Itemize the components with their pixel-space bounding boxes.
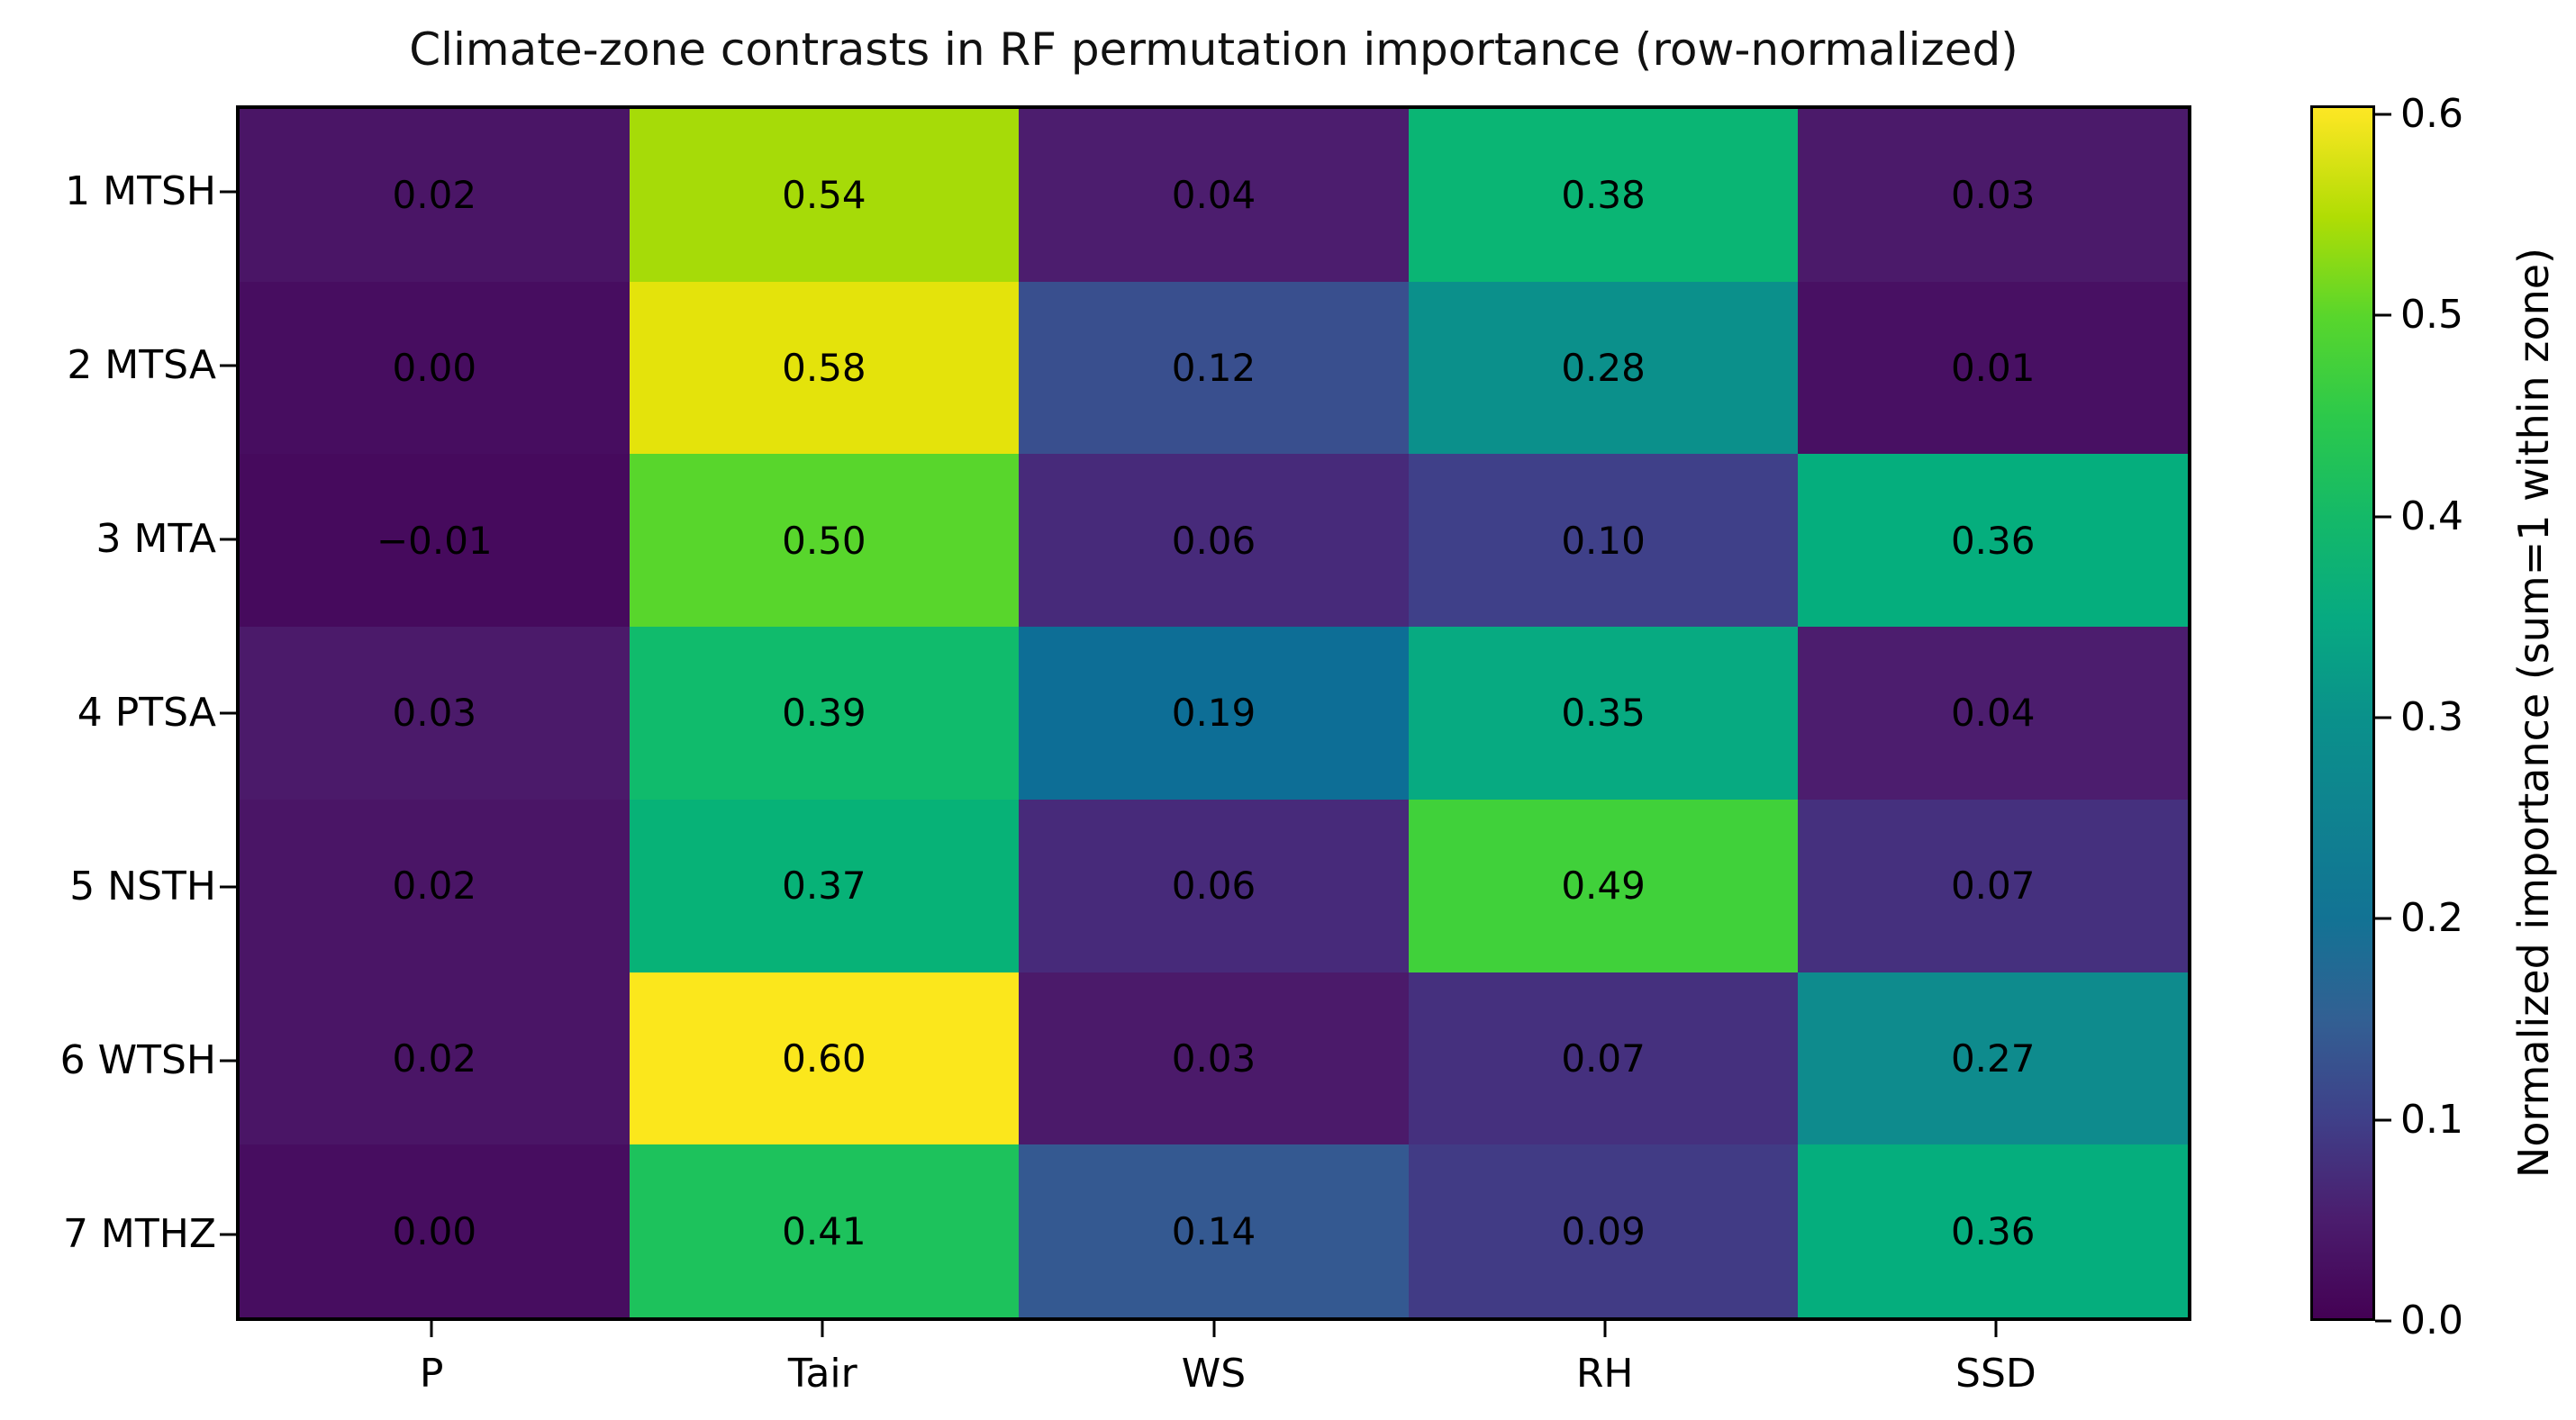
heatmap-cell: 0.02 [240, 109, 630, 282]
x-tick-label: WS [1181, 1351, 1247, 1397]
heatmap-cell: 0.07 [1408, 972, 1799, 1145]
heatmap-cell: 0.10 [1408, 454, 1799, 628]
x-tick-label: SSD [1955, 1351, 2036, 1397]
colorbar-tick-label: 0.2 [2400, 895, 2463, 942]
x-tick-label: P [419, 1351, 444, 1397]
heatmap-cell: 0.39 [629, 627, 1020, 800]
heatmap-cell: 0.06 [1019, 799, 1409, 972]
heatmap-cell: 0.14 [1019, 1144, 1409, 1317]
heatmap-cell: 0.36 [1798, 454, 2188, 628]
heatmap-cell: 0.54 [629, 109, 1020, 282]
heatmap-cell: 0.02 [240, 799, 630, 972]
x-tick-mark [821, 1321, 824, 1337]
colorbar-tick-label: 0.3 [2400, 694, 2463, 741]
heatmap-cell: 0.60 [629, 972, 1020, 1145]
x-tick-label: RH [1575, 1351, 1634, 1397]
colorbar-tick-label: 0.6 [2400, 91, 2463, 138]
heatmap-plot-area: 0.02 0.54 0.04 0.38 0.03 0.00 0.58 0.12 0.28 0.01… [236, 105, 2191, 1321]
heatmap-cell: 0.58 [629, 281, 1020, 455]
chart-title: Climate-zone contrasts in RF permutation… [409, 23, 2018, 76]
y-tick-label: 5 NSTH [69, 863, 216, 909]
y-tick-mark [220, 1233, 236, 1236]
y-tick-label: 7 MTHZ [62, 1210, 216, 1257]
y-tick-mark [220, 538, 236, 541]
heatmap-cell: 0.06 [1019, 454, 1409, 628]
y-tick-mark [220, 364, 236, 367]
y-tick-mark [220, 885, 236, 889]
heatmap-cell: 0.07 [1798, 799, 2188, 972]
heatmap-cell: 0.36 [1798, 1144, 2188, 1317]
x-tick-mark [1994, 1321, 1998, 1337]
y-tick-label: 6 WTSH [59, 1036, 216, 1083]
y-tick-label: 2 MTSA [67, 342, 216, 389]
heatmap-cell: 0.03 [1019, 972, 1409, 1145]
colorbar-tick-mark [2375, 1118, 2391, 1122]
heatmap-cell: 0.41 [629, 1144, 1020, 1317]
heatmap-cell: 0.49 [1408, 799, 1799, 972]
heatmap-cell: 0.03 [240, 627, 630, 800]
y-tick-label: 1 MTSH [65, 168, 216, 215]
colorbar-tick-label: 0.0 [2400, 1298, 2463, 1343]
heatmap-cell: 0.35 [1408, 627, 1799, 800]
y-tick-mark [220, 711, 236, 715]
colorbar [2310, 105, 2375, 1321]
colorbar-tick-mark [2375, 313, 2391, 317]
heatmap-cell: 0.01 [1798, 281, 2188, 455]
heatmap-cell: 0.19 [1019, 627, 1409, 800]
heatmap-cell: 0.27 [1798, 972, 2188, 1145]
y-tick-mark [220, 190, 236, 194]
colorbar-tick-mark [2375, 917, 2391, 920]
x-tick-mark [1603, 1321, 1607, 1337]
heatmap-cell: 0.09 [1408, 1144, 1799, 1317]
colorbar-tick-mark [2375, 113, 2391, 116]
colorbar-axis-label: Normalized importance (sum=1 within zone… [2506, 105, 2562, 1321]
colorbar-tick-label: 0.5 [2400, 292, 2463, 339]
heatmap-cell: 0.00 [240, 1144, 630, 1317]
heatmap-cell: −0.01 [240, 454, 630, 628]
heatmap-cell: 0.04 [1798, 627, 2188, 800]
heatmap-cell: 0.38 [1408, 109, 1799, 282]
colorbar-tick-mark [2375, 716, 2391, 719]
colorbar-tick-label: 0.4 [2400, 493, 2463, 539]
heatmap-cell: 0.37 [629, 799, 1020, 972]
y-tick-label: 4 PTSA [77, 690, 216, 736]
heatmap-cell: 0.04 [1019, 109, 1409, 282]
heatmap-cell: 0.00 [240, 281, 630, 455]
heatmap-cell: 0.50 [629, 454, 1020, 628]
colorbar-tick-label: 0.1 [2400, 1096, 2463, 1143]
colorbar-axis-label-text: Normalized importance (sum=1 within zone… [2509, 248, 2558, 1179]
y-tick-label: 3 MTA [95, 516, 216, 563]
x-tick-mark [1212, 1321, 1215, 1337]
y-tick-mark [220, 1059, 236, 1063]
x-tick-mark [430, 1321, 433, 1337]
heatmap-cell: 0.02 [240, 972, 630, 1145]
heatmap-cell: 0.28 [1408, 281, 1799, 455]
colorbar-tick-mark [2375, 515, 2391, 519]
x-tick-label: Tair [787, 1351, 857, 1397]
heatmap-cell: 0.12 [1019, 281, 1409, 455]
heatmap-cell: 0.03 [1798, 109, 2188, 282]
colorbar-tick-mark [2375, 1319, 2391, 1323]
